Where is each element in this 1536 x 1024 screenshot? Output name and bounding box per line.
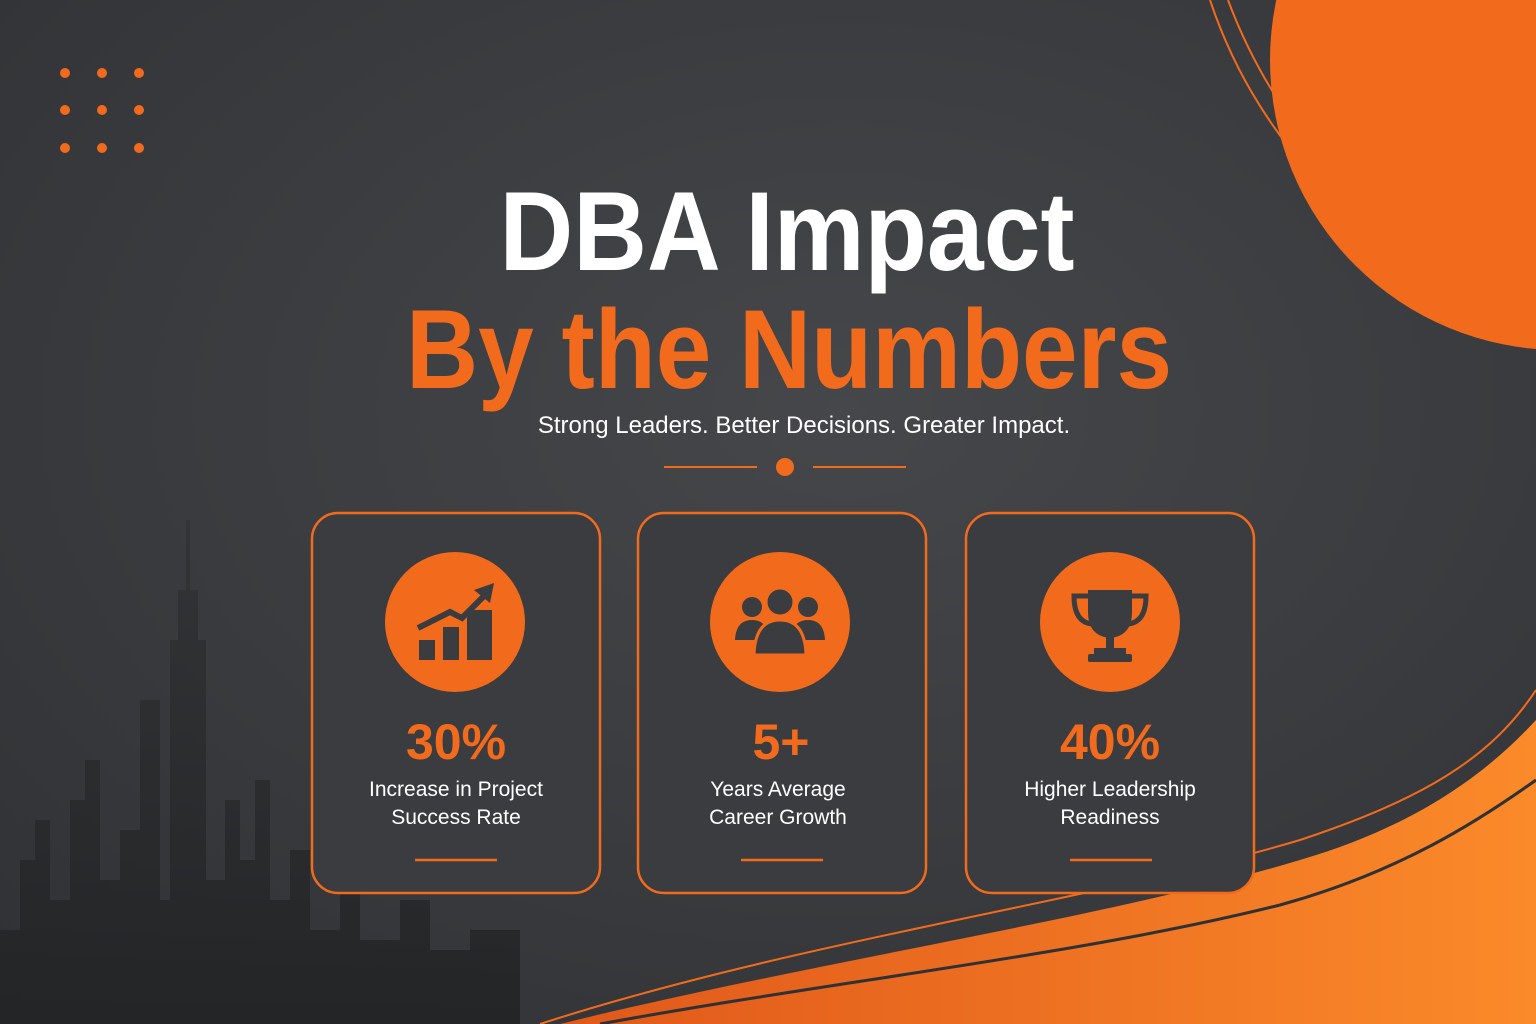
stat-value: 5+: [752, 714, 809, 770]
growth-icon: [416, 583, 494, 660]
swoosh-line: [599, 778, 1536, 1024]
stat-value: 40%: [1060, 714, 1160, 770]
title-line-2: By the Numbers: [406, 287, 1172, 412]
swoosh: [560, 720, 1536, 1024]
stat-label: Career Growth: [709, 806, 847, 829]
divider: [664, 458, 906, 476]
stat-card: 5+ Years Average Career Growth: [636, 511, 928, 895]
stat-label: Higher Leadership: [1024, 778, 1196, 801]
dot-grid: [60, 68, 144, 153]
stat-label: Success Rate: [391, 806, 521, 829]
arc: [1227, 0, 1536, 326]
title-line-1: DBA Impact: [500, 169, 1075, 294]
subtitle: Strong Leaders. Better Decisions. Greate…: [538, 412, 1070, 439]
skyline: [0, 520, 520, 1024]
stat-card: 30% Increase in Project Success Rate: [310, 511, 602, 895]
trophy-icon: [1071, 590, 1149, 662]
stat-value: 30%: [406, 714, 506, 770]
stat-label: Increase in Project: [369, 778, 543, 801]
stat-label: Years Average: [710, 778, 845, 801]
corner-circle: [1270, 0, 1536, 349]
people-icon: [735, 586, 825, 657]
stat-label: Readiness: [1060, 806, 1159, 829]
stat-card: 40% Higher Leadership Readiness: [964, 511, 1256, 895]
